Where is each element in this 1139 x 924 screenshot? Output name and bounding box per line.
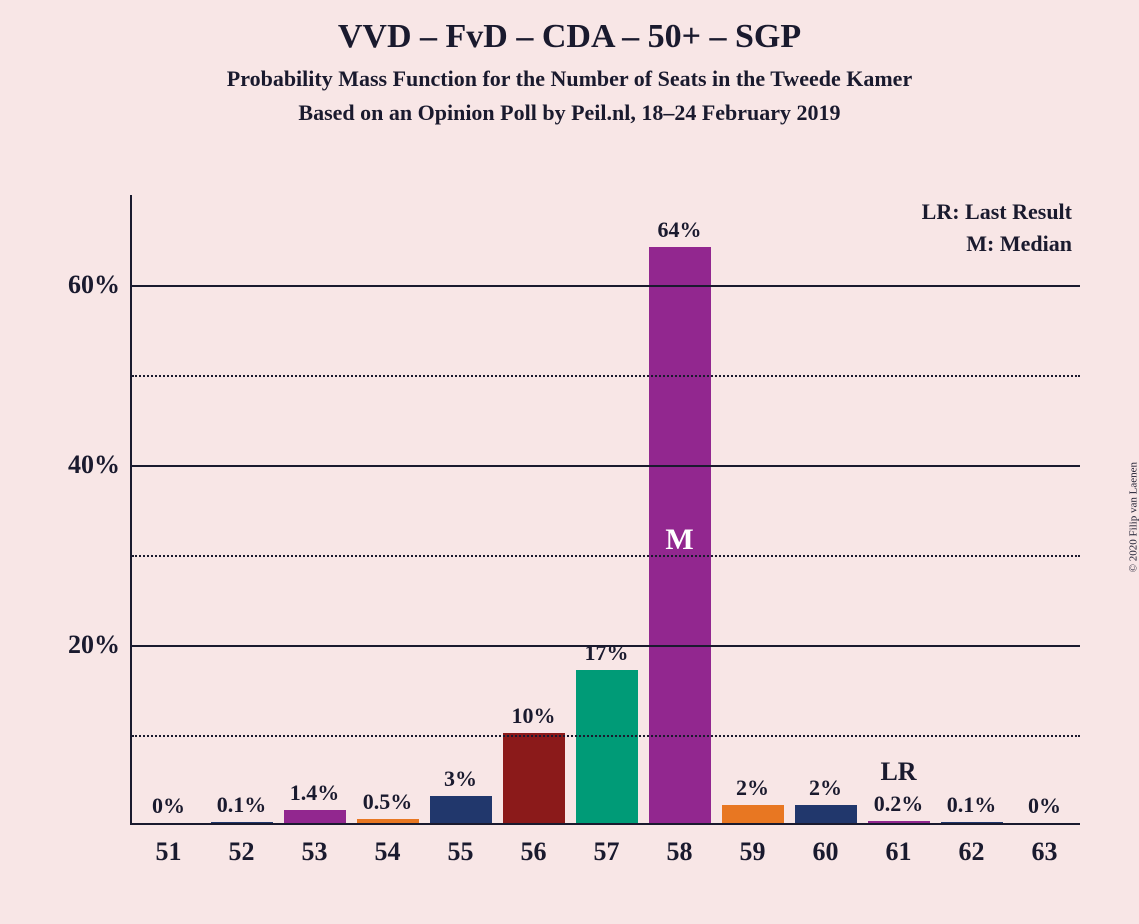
y-tick-label: 40% — [68, 450, 120, 480]
bar-value-label: 0.5% — [363, 789, 413, 815]
x-tick-label: 56 — [521, 837, 547, 867]
chart-subtitle-1: Probability Mass Function for the Number… — [0, 66, 1139, 92]
chart-plot-area: LR: Last Result M: Median 0%0.1%1.4%0.5%… — [130, 195, 1080, 825]
bar-value-label: 64% — [658, 217, 702, 243]
median-marker: M — [665, 523, 693, 557]
bar-slot: 0.1% — [935, 195, 1008, 823]
gridline-major — [132, 465, 1080, 467]
bar-slot: 0% — [132, 195, 205, 823]
x-tick-label: 59 — [740, 837, 766, 867]
y-tick-label: 20% — [68, 630, 120, 660]
bars-container: 0%0.1%1.4%0.5%3%10%17%64%M2%2%0.2%0.1%0% — [132, 195, 1080, 823]
bar-slot: 0.5% — [351, 195, 424, 823]
bar: 0.1% — [941, 822, 1003, 823]
x-tick-label: 55 — [448, 837, 474, 867]
bar-value-label: 3% — [444, 766, 477, 792]
bar: 2% — [722, 805, 784, 823]
bar-slot: 3% — [424, 195, 497, 823]
chart-title: VVD – FvD – CDA – 50+ – SGP — [0, 18, 1139, 56]
x-tick-label: 62 — [959, 837, 985, 867]
x-tick-label: 61 — [886, 837, 912, 867]
bar-slot: 2% — [789, 195, 862, 823]
bar-value-label: 0.1% — [217, 792, 267, 818]
bar: 3% — [430, 796, 492, 823]
bar-value-label: 1.4% — [290, 780, 340, 806]
bar-value-label: 2% — [809, 775, 842, 801]
bar-slot: 0% — [1008, 195, 1081, 823]
bar-slot: 1.4% — [278, 195, 351, 823]
bar-slot: 64% M — [643, 195, 716, 823]
bar-slot: 10% — [497, 195, 570, 823]
bar-slot: 0.1% — [205, 195, 278, 823]
x-tick-label: 54 — [375, 837, 401, 867]
bar: 1.4% — [284, 810, 346, 823]
bar: 0.1% — [211, 822, 273, 823]
gridline-major — [132, 645, 1080, 647]
bar-slot: 0.2% — [862, 195, 935, 823]
gridline-minor — [132, 375, 1080, 377]
copyright-text: © 2020 Filip van Laenen — [1127, 462, 1139, 572]
x-tick-label: 52 — [229, 837, 255, 867]
x-tick-label: 63 — [1032, 837, 1058, 867]
bar: 0.5% — [357, 819, 419, 824]
bar: 10% — [503, 733, 565, 823]
bar-value-label: 10% — [512, 703, 556, 729]
bar-value-label: 0.1% — [947, 792, 997, 818]
bar-value-label: 0% — [1028, 793, 1061, 819]
bar-slot: 17% — [570, 195, 643, 823]
x-tick-label: 51 — [156, 837, 182, 867]
lr-label: LR — [880, 757, 916, 787]
bar-value-label: 17% — [585, 640, 629, 666]
bar-slot: 2% — [716, 195, 789, 823]
bar-value-label: 0.2% — [874, 791, 924, 817]
gridline-minor — [132, 735, 1080, 737]
bar: 2% — [795, 805, 857, 823]
bar: 17% — [576, 670, 638, 823]
bar-value-label: 2% — [736, 775, 769, 801]
bar: 0.2% — [868, 821, 930, 823]
x-tick-label: 53 — [302, 837, 328, 867]
x-tick-label: 60 — [813, 837, 839, 867]
bar-value-label: 0% — [152, 793, 185, 819]
gridline-minor — [132, 555, 1080, 557]
gridline-major — [132, 285, 1080, 287]
x-tick-label: 57 — [594, 837, 620, 867]
chart-subtitle-2: Based on an Opinion Poll by Peil.nl, 18–… — [0, 100, 1139, 126]
x-tick-label: 58 — [667, 837, 693, 867]
y-tick-label: 60% — [68, 270, 120, 300]
